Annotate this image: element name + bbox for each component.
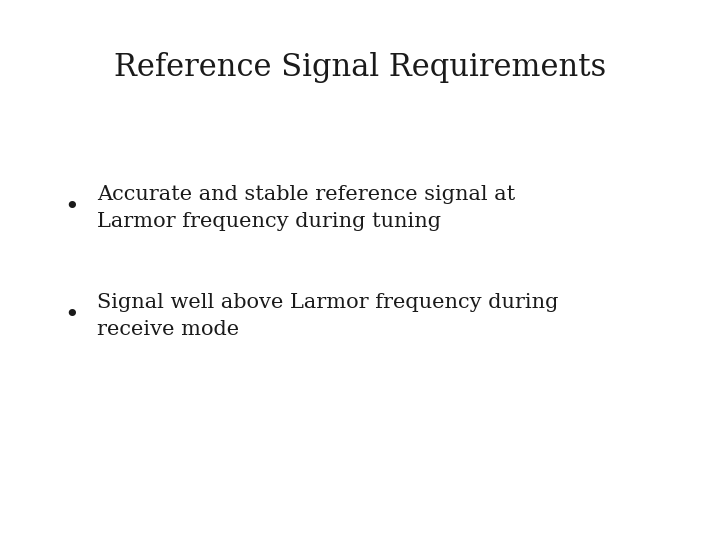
Text: Signal well above Larmor frequency during
receive mode: Signal well above Larmor frequency durin… [97, 293, 559, 339]
Text: Accurate and stable reference signal at
Larmor frequency during tuning: Accurate and stable reference signal at … [97, 185, 516, 231]
Text: •: • [65, 305, 79, 327]
Text: •: • [65, 197, 79, 219]
Text: Reference Signal Requirements: Reference Signal Requirements [114, 52, 606, 83]
